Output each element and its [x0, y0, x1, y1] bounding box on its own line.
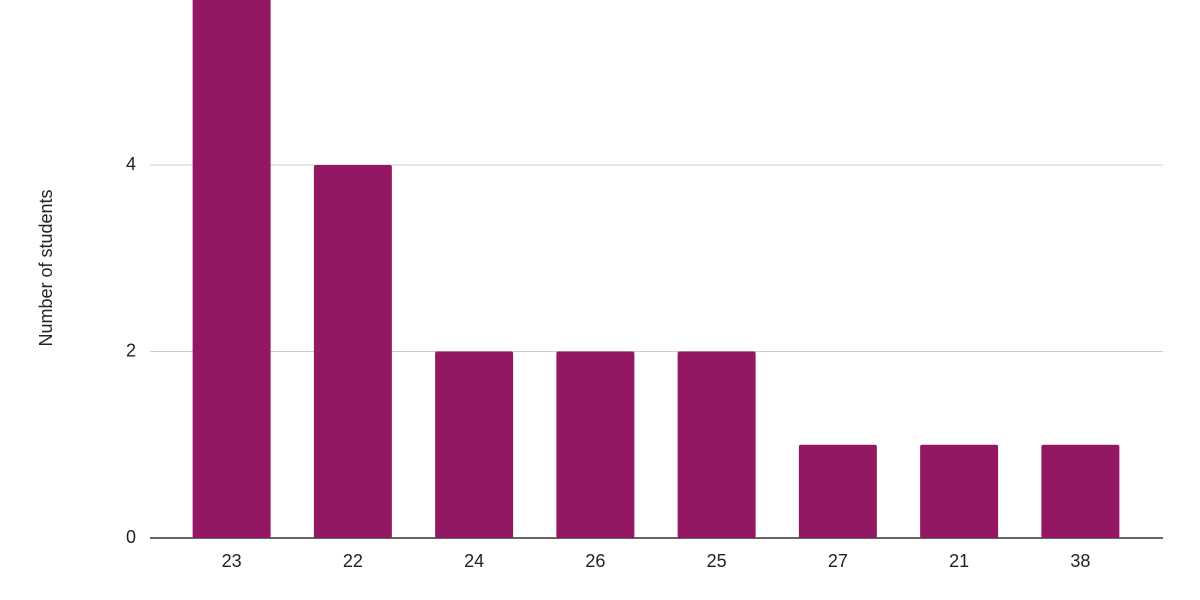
x-tick-label: 23 — [222, 551, 242, 571]
bar — [798, 444, 877, 538]
x-tick-label: 21 — [949, 551, 969, 571]
bar — [1041, 444, 1120, 538]
bar — [556, 351, 635, 538]
bar — [313, 165, 392, 538]
bar — [677, 351, 756, 538]
x-tick-label: 24 — [464, 551, 484, 571]
y-axis-title: Number of students — [36, 189, 56, 346]
bar — [920, 444, 999, 538]
y-tick-label: 0 — [126, 527, 136, 547]
bar — [192, 0, 271, 538]
x-tick-label: 25 — [707, 551, 727, 571]
bar — [435, 351, 514, 538]
x-tick-label: 38 — [1070, 551, 1090, 571]
bars — [192, 0, 1120, 538]
grid — [150, 164, 1163, 539]
x-tick-label: 22 — [343, 551, 363, 571]
x-tick-label: 27 — [828, 551, 848, 571]
y-tick-label: 2 — [126, 340, 136, 360]
x-tick-label: 26 — [585, 551, 605, 571]
y-tick-label: 4 — [126, 154, 136, 174]
